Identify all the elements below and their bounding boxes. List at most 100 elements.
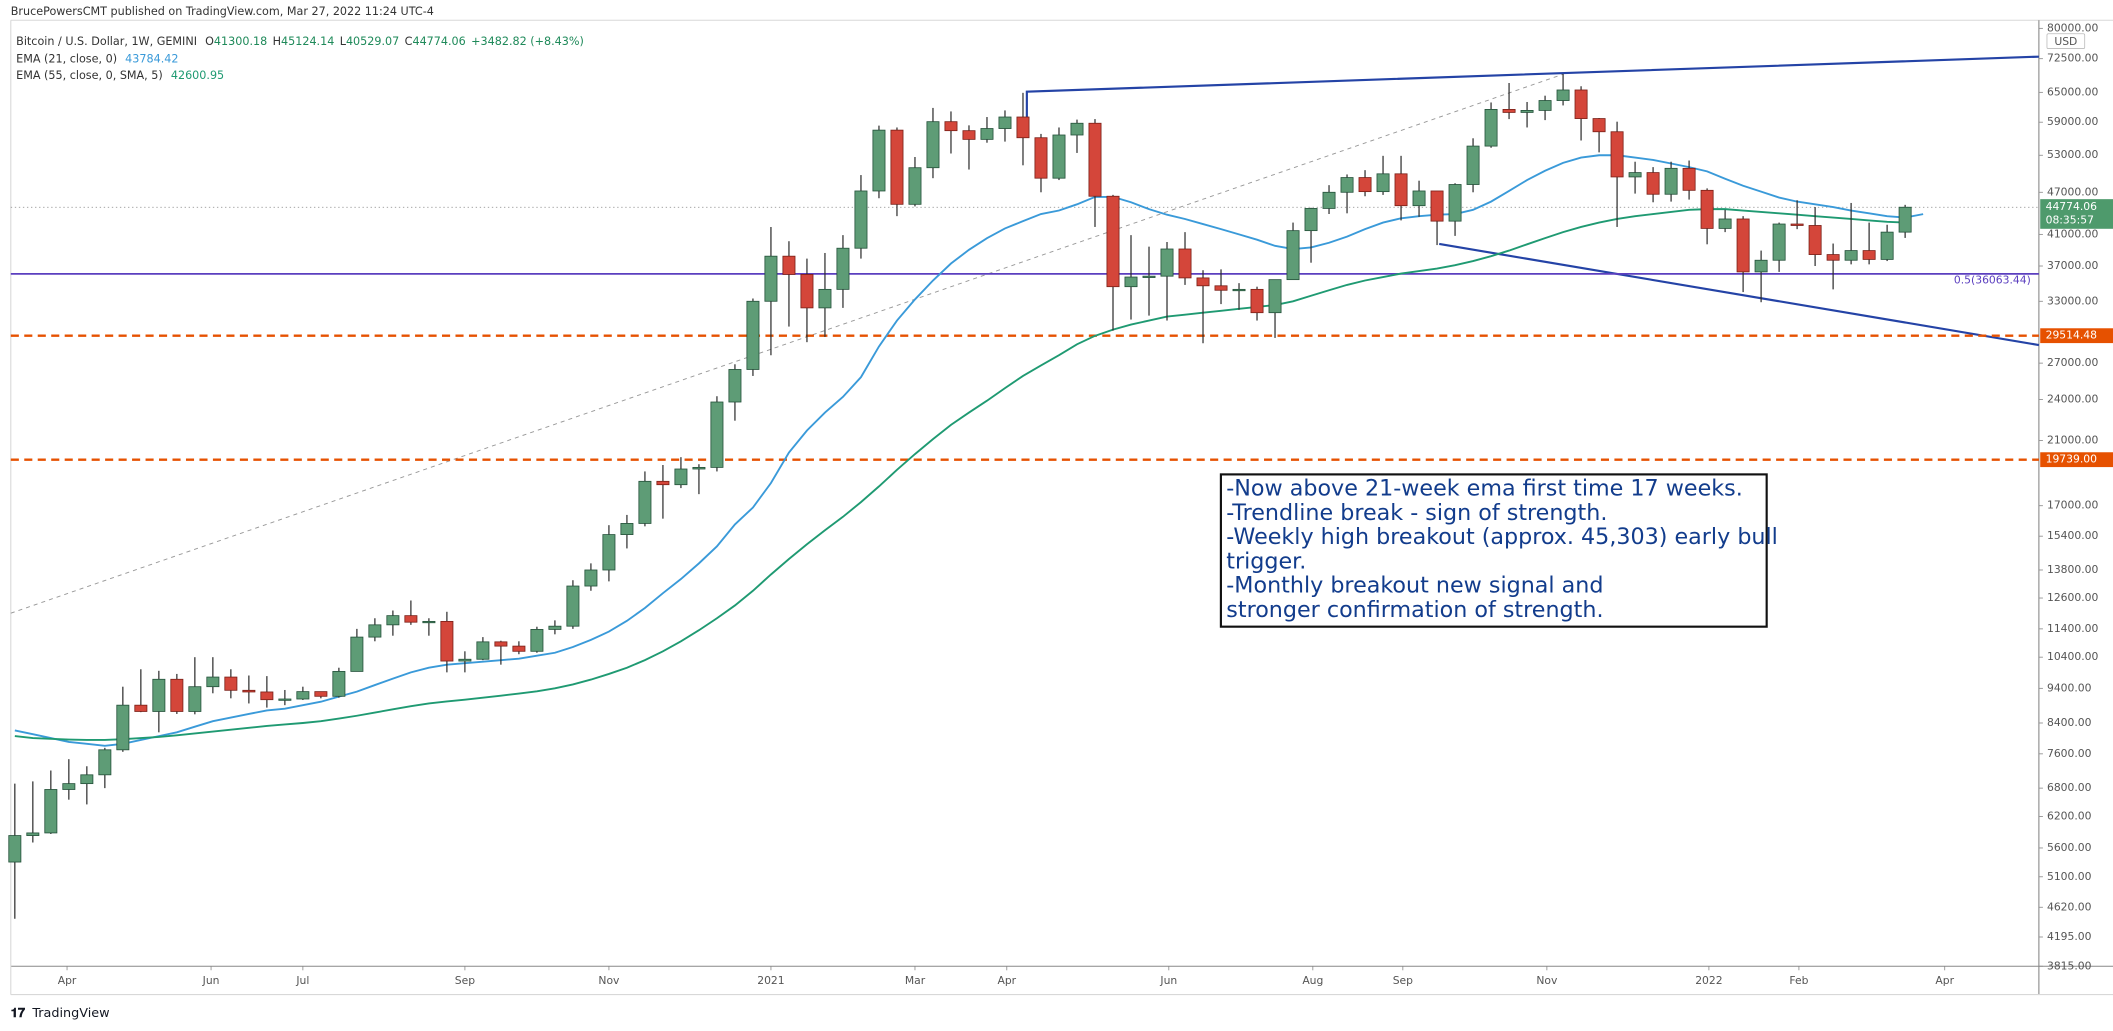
candle-body <box>980 128 994 140</box>
candle-body <box>1862 250 1876 260</box>
x-tick-label: Feb <box>1789 974 1808 987</box>
candle-body <box>926 121 940 169</box>
y-tick-label: 24000.00 <box>2047 392 2099 405</box>
candle-body <box>1394 173 1408 207</box>
candle-body <box>1286 230 1300 281</box>
candle-body <box>422 620 436 624</box>
annotation-box <box>1219 473 1768 628</box>
candle-body <box>512 645 526 652</box>
y-tick-label: 27000.00 <box>2047 356 2099 369</box>
candle-body <box>1826 254 1840 261</box>
x-tick-label: Apr <box>58 974 77 987</box>
x-tick-label: Jul <box>295 974 309 987</box>
candle-body <box>1052 134 1066 179</box>
candle-body <box>1070 122 1084 136</box>
candle-body <box>620 523 634 535</box>
x-tick-label: Sep <box>1393 974 1413 987</box>
y-tick-label: 5600.00 <box>2047 841 2092 854</box>
candle-body <box>1610 131 1624 178</box>
candle-body <box>1880 231 1894 260</box>
y-tick-label: 65000.00 <box>2047 85 2099 98</box>
currency-box <box>2046 33 2086 49</box>
ohlc-prefix: O <box>205 35 214 48</box>
brand: TradingView <box>31 1006 109 1021</box>
price-level-label: 0.5(36063.44) <box>1954 274 2031 287</box>
candle-body <box>1754 259 1768 273</box>
candle-body <box>1844 250 1858 261</box>
candle-body <box>800 274 814 309</box>
legend-row: Bitcoin / U.S. Dollar, 1W, GEMINI O41300.… <box>16 35 584 48</box>
ohlc-value: 40529.07 <box>346 35 399 48</box>
candle-body <box>62 783 76 790</box>
candle-body <box>1016 116 1030 139</box>
candle-body <box>1088 122 1102 197</box>
x-tick-label: Jun <box>1159 974 1177 987</box>
annotation-line: -Trendline break - sign of strength. <box>1226 500 1607 526</box>
candle-body <box>566 585 580 627</box>
candle-body <box>26 832 40 836</box>
candle-body <box>818 288 832 309</box>
x-tick-label: Sep <box>455 974 475 987</box>
last-price-tag <box>2040 199 2113 229</box>
currency: USD <box>2054 35 2077 48</box>
candle-body <box>44 789 58 834</box>
candle-body <box>1412 190 1426 207</box>
change-label: +3482.82 (+8.43%) <box>471 35 584 48</box>
x-tick-label: Nov <box>1536 974 1558 987</box>
annotation: -Now above 21-week ema first time 17 wee… <box>1226 476 1778 623</box>
x-tick-label: 2022 <box>1695 974 1722 987</box>
x-tick-label: 2021 <box>757 974 784 987</box>
ohlc-value: 45124.14 <box>281 35 334 48</box>
candle-body <box>1628 172 1642 178</box>
y-tick-label: 11400.00 <box>2047 622 2099 635</box>
y-tick-label: 7600.00 <box>2047 747 2092 760</box>
candle-body <box>440 620 454 662</box>
candle-body <box>1106 195 1120 288</box>
y-tick-label: 9400.00 <box>2047 681 2092 694</box>
candle-body <box>458 658 472 662</box>
y-tick-label: 17000.00 <box>2047 499 2099 512</box>
lower-trendline <box>1439 242 2040 347</box>
candle-body <box>1250 288 1264 314</box>
y-tick-label: 12600.00 <box>2047 591 2099 604</box>
candle-body <box>494 641 508 647</box>
annotation-line: -Weekly high breakout (approx. 45,303) e… <box>1226 524 1778 550</box>
candle-body <box>746 300 760 370</box>
candle-body <box>152 678 166 712</box>
candle-body <box>1772 223 1786 261</box>
legend-name: EMA (55, close, 0, SMA, 5) <box>16 69 163 82</box>
candle-body <box>1574 89 1588 119</box>
price-level-tag <box>2040 452 2113 468</box>
candle-body <box>8 835 22 863</box>
annotation-line: -Now above 21-week ema first time 17 wee… <box>1226 476 1742 502</box>
candle-body <box>1520 110 1534 113</box>
y-tick-label: 47000.00 <box>2047 185 2099 198</box>
candle-body <box>1034 137 1048 179</box>
candle-body <box>1502 109 1516 113</box>
candle-body <box>1664 167 1678 195</box>
candle-body <box>1538 100 1552 111</box>
candle-body <box>170 678 184 712</box>
candle-body <box>854 190 868 249</box>
y-tick-label: 3815.00 <box>2047 959 2092 972</box>
x-tick-label: Apr <box>1935 974 1954 987</box>
candle-body <box>584 569 598 587</box>
ohlc-value: 44774.06 <box>412 35 465 48</box>
y-tick-label: 5100.00 <box>2047 870 2092 883</box>
candle-body <box>548 625 562 630</box>
candle-body <box>98 749 112 776</box>
candle-body <box>1448 184 1462 222</box>
candle-body <box>1268 279 1282 314</box>
candle-body <box>1178 248 1192 279</box>
candle-body <box>692 466 706 470</box>
candle-body <box>1682 167 1696 191</box>
x-tick-label: Apr <box>997 974 1016 987</box>
candle-body <box>278 698 292 701</box>
y-tick-label: 33000.00 <box>2047 294 2099 307</box>
y-tick-label: 4620.00 <box>2047 900 2092 913</box>
candle-body <box>80 774 94 785</box>
candle-body <box>1160 248 1174 277</box>
y-tick-label: 13800.00 <box>2047 563 2099 576</box>
candle-body <box>1214 285 1228 291</box>
